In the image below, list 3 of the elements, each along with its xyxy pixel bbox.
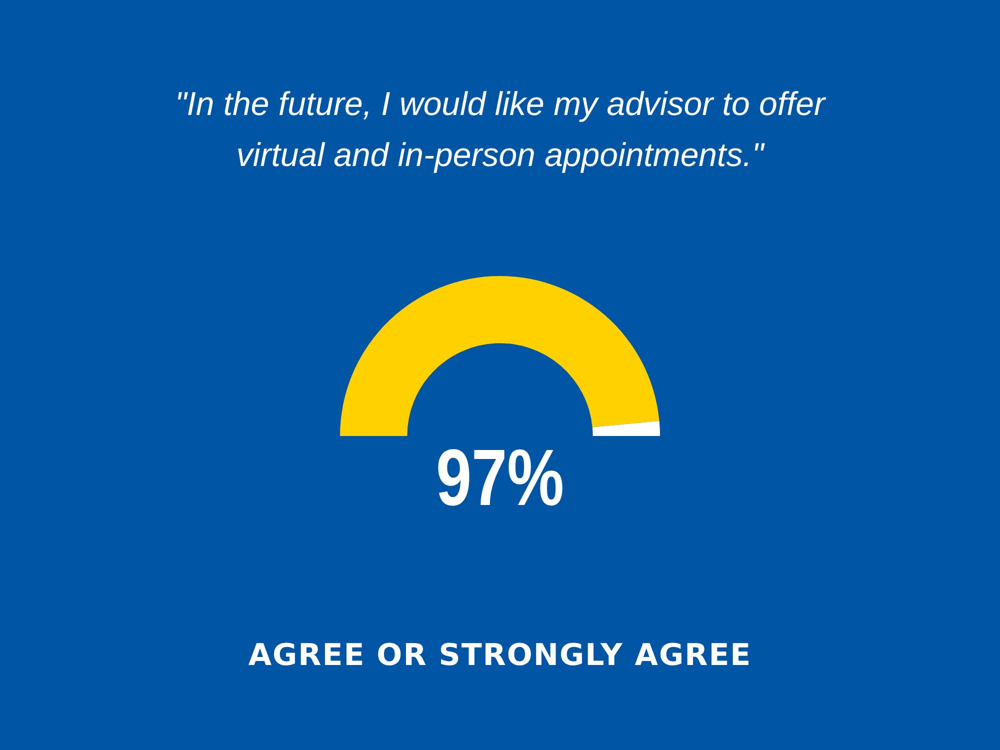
text: 97% (436, 433, 564, 523)
chart-title: "In the future, I would like my advisor to offer virtual and in-person appointments." (174, 84, 827, 175)
text: AGREE OR STRONGLY AGREE (247, 638, 753, 673)
